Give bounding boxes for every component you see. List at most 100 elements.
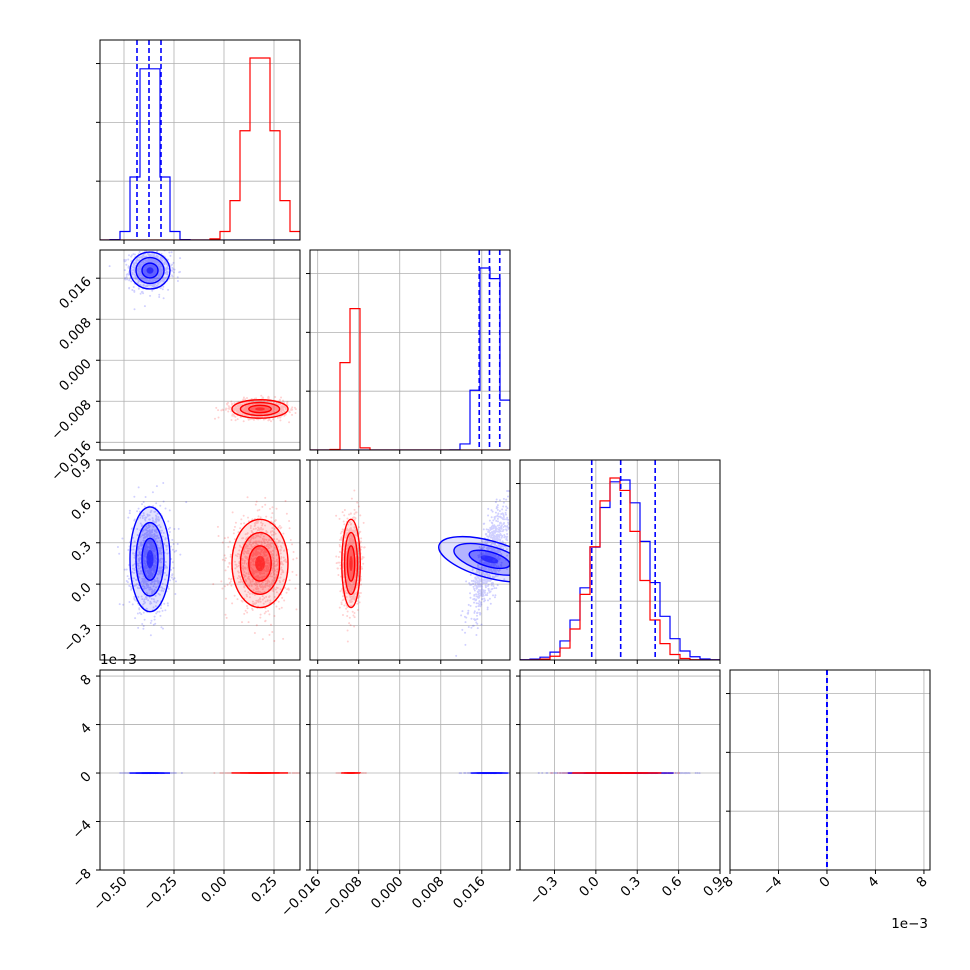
sample-point	[265, 561, 268, 564]
sample-point	[157, 263, 160, 266]
sample-point	[258, 546, 261, 549]
sample-point	[149, 547, 152, 550]
sample-point	[145, 284, 148, 287]
sample-point	[353, 579, 356, 582]
sample-point	[271, 554, 274, 557]
sample-point	[486, 547, 489, 550]
sample-point	[138, 265, 141, 268]
sample-point	[477, 554, 480, 557]
sample-point	[150, 568, 153, 571]
sample-point	[270, 575, 273, 578]
sample-point	[468, 582, 471, 585]
sample-point	[251, 412, 254, 415]
sample-point	[354, 557, 357, 560]
sample-point	[501, 512, 504, 515]
sample-point	[250, 537, 253, 540]
sample-point	[480, 588, 483, 591]
sample-point	[145, 584, 148, 587]
sample-point	[162, 589, 165, 592]
sample-point	[139, 535, 142, 538]
sample-point	[148, 263, 151, 266]
panel-2-1	[306, 459, 511, 664]
sample-point	[140, 277, 143, 280]
sample-point	[138, 273, 141, 276]
sample-point	[150, 264, 153, 267]
sample-point	[250, 408, 253, 411]
sample-point	[268, 602, 271, 605]
sample-point	[141, 254, 144, 257]
sample-point	[477, 569, 480, 572]
sample-point	[350, 598, 353, 601]
sample-point	[491, 542, 494, 545]
sample-point	[152, 585, 155, 588]
sample-point	[350, 600, 353, 603]
sample-point	[481, 540, 484, 543]
sample-point	[144, 271, 147, 274]
sample-point	[260, 583, 263, 586]
sample-point	[137, 587, 140, 590]
sample-point	[172, 543, 175, 546]
sample-point	[348, 622, 351, 625]
sample-point	[493, 516, 496, 519]
sample-point	[481, 598, 484, 601]
sample-point	[147, 584, 150, 587]
sample-point	[245, 409, 248, 412]
sample-point	[246, 496, 249, 499]
sample-point	[506, 539, 509, 542]
sample-point	[483, 573, 486, 576]
sample-point	[153, 272, 156, 275]
sample-point	[265, 407, 268, 410]
sample-point	[138, 607, 141, 610]
sample-point	[254, 552, 257, 555]
sample-point	[125, 273, 128, 276]
sample-point	[227, 545, 230, 548]
sample-point	[489, 532, 492, 535]
sample-point	[152, 266, 155, 269]
sample-point	[492, 549, 495, 552]
sample-point	[145, 266, 148, 269]
sample-point	[340, 537, 343, 540]
sample-point	[275, 408, 278, 411]
sample-point	[152, 264, 155, 267]
sample-point	[477, 583, 480, 586]
sample-point	[257, 546, 260, 549]
sample-point	[264, 503, 267, 506]
sample-point	[237, 405, 240, 408]
sample-point	[263, 540, 266, 543]
sample-point	[149, 280, 152, 283]
sample-point	[244, 407, 247, 410]
sample-point	[171, 561, 174, 564]
sample-point	[164, 538, 167, 541]
sample-point	[149, 570, 152, 573]
sample-point	[153, 566, 156, 569]
sample-point	[245, 556, 248, 559]
sample-point	[492, 532, 495, 535]
sample-point	[495, 498, 498, 501]
sample-point	[268, 543, 271, 546]
sample-point	[481, 553, 484, 556]
sample-point	[487, 547, 490, 550]
sample-point	[223, 585, 226, 588]
sample-point	[151, 278, 154, 281]
sample-point	[274, 396, 277, 399]
sample-point	[252, 406, 255, 409]
sample-point	[248, 400, 251, 403]
sample-point	[254, 403, 257, 406]
sample-point	[148, 568, 151, 571]
sample-point	[291, 406, 294, 409]
sample-point	[147, 284, 150, 287]
sample-point	[152, 274, 155, 277]
sample-point	[125, 263, 128, 266]
sample-point	[165, 267, 168, 270]
sample-point	[264, 524, 267, 527]
sample-point	[222, 408, 225, 411]
sample-point	[247, 411, 250, 414]
sample-point	[351, 542, 354, 545]
sample-point	[138, 576, 141, 579]
sample-point	[248, 578, 251, 581]
sample-point	[246, 411, 249, 414]
sample-point	[144, 532, 147, 535]
sample-point	[160, 569, 163, 572]
sample-point	[154, 259, 157, 262]
sample-point	[139, 570, 142, 573]
